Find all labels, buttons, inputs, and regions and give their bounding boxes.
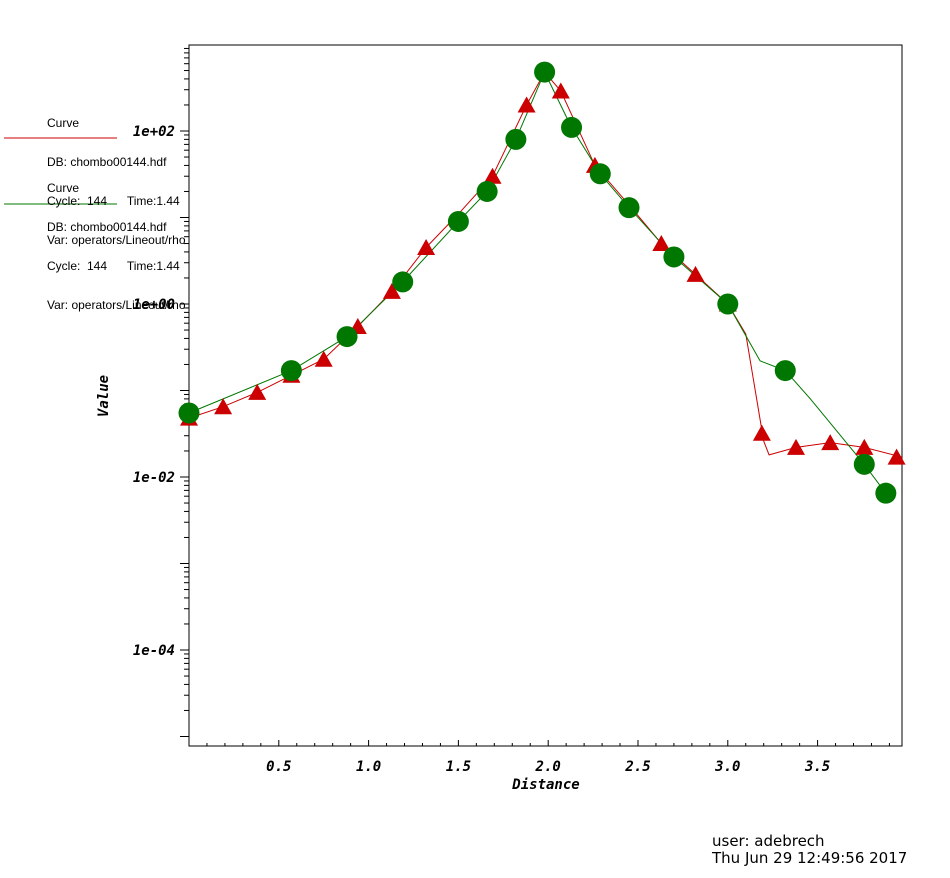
circle-marker [534, 61, 556, 83]
series-group [188, 70, 903, 494]
circle-marker [280, 360, 302, 382]
circle-marker [663, 246, 685, 268]
legend-var: Var: operators/Lineout/rho [47, 233, 186, 247]
footer-date: Thu Jun 29 12:49:56 2017 [712, 849, 908, 867]
circle-marker [774, 360, 796, 382]
footer-user: user: adebrech [712, 832, 825, 850]
circle-marker [336, 326, 358, 348]
circle-marker [561, 116, 583, 138]
y-tick-label: 1e-02 [133, 470, 175, 486]
legend-entry-1: Curve DB: chombo00144.hdf Cycle: 144 Tim… [47, 91, 186, 260]
plot-frame [188, 44, 903, 747]
circle-marker [853, 453, 875, 475]
legend-db: DB: chombo00144.hdf [47, 155, 167, 169]
triangle-marker [382, 282, 401, 299]
legend-title: Curve [47, 116, 80, 130]
x-tick-labels: 0.5 1.0 1.5 2.0 2.5 3.0 3.5 [266, 759, 830, 775]
y-axis-ticks [180, 47, 189, 737]
x-tick-label: 1.5 [446, 759, 471, 775]
triangle-marker [686, 265, 705, 282]
circle-marker [589, 163, 611, 185]
circle-marker [875, 482, 897, 504]
legend-title: Curve [47, 181, 80, 195]
x-tick-label: 2.0 [535, 759, 561, 775]
triangle-marker [787, 438, 805, 455]
circle-marker [392, 271, 414, 293]
legend-db: DB: chombo00144.hdf [47, 220, 167, 234]
triangle-marker [248, 383, 267, 400]
triangle-marker [652, 235, 671, 251]
circle-marker [717, 293, 739, 315]
y-tick-label: 1e-04 [133, 643, 175, 659]
circle-marker [505, 128, 527, 150]
marker-group [178, 61, 906, 504]
x-tick-label: 1.0 [356, 759, 381, 775]
y-tick-label: 1e+02 [133, 124, 175, 140]
y-tick-labels: 1e+02 1e+00 1e-02 1e-04 [133, 124, 175, 659]
triangle-marker [417, 239, 436, 255]
circle-marker [476, 180, 498, 202]
x-axis-ticks [188, 740, 890, 746]
legend-cycle: Cycle: 144 Time:1.44 [47, 194, 180, 208]
x-tick-label: 0.5 [266, 759, 291, 775]
y-tick-label: 1e+00 [133, 297, 175, 313]
x-tick-label: 2.5 [624, 759, 650, 775]
x-tick-label: 3.5 [804, 759, 830, 775]
triangle-marker [314, 350, 333, 367]
series-line-1 [188, 70, 887, 494]
triangle-marker [752, 424, 771, 441]
series-line-0 [188, 71, 903, 458]
triangle-marker [887, 448, 906, 465]
circle-marker [447, 210, 469, 232]
y-axis-label: Value [96, 375, 112, 417]
legend-var: Var: operators/Lineout/rho [47, 298, 186, 312]
circle-marker [618, 197, 640, 219]
circle-marker [178, 402, 200, 424]
legend-cycle: Cycle: 144 Time:1.44 [47, 259, 180, 273]
legend-entry-2: Curve DB: chombo00144.hdf Cycle: 144 Tim… [47, 156, 186, 325]
x-axis-label: Distance [511, 777, 579, 793]
x-tick-label: 3.0 [714, 759, 740, 775]
triangle-marker [517, 96, 536, 113]
triangle-marker [821, 434, 840, 451]
triangle-marker [551, 82, 570, 99]
triangle-marker [214, 398, 233, 415]
triangle-marker [855, 438, 874, 455]
triangle-marker [483, 167, 502, 184]
